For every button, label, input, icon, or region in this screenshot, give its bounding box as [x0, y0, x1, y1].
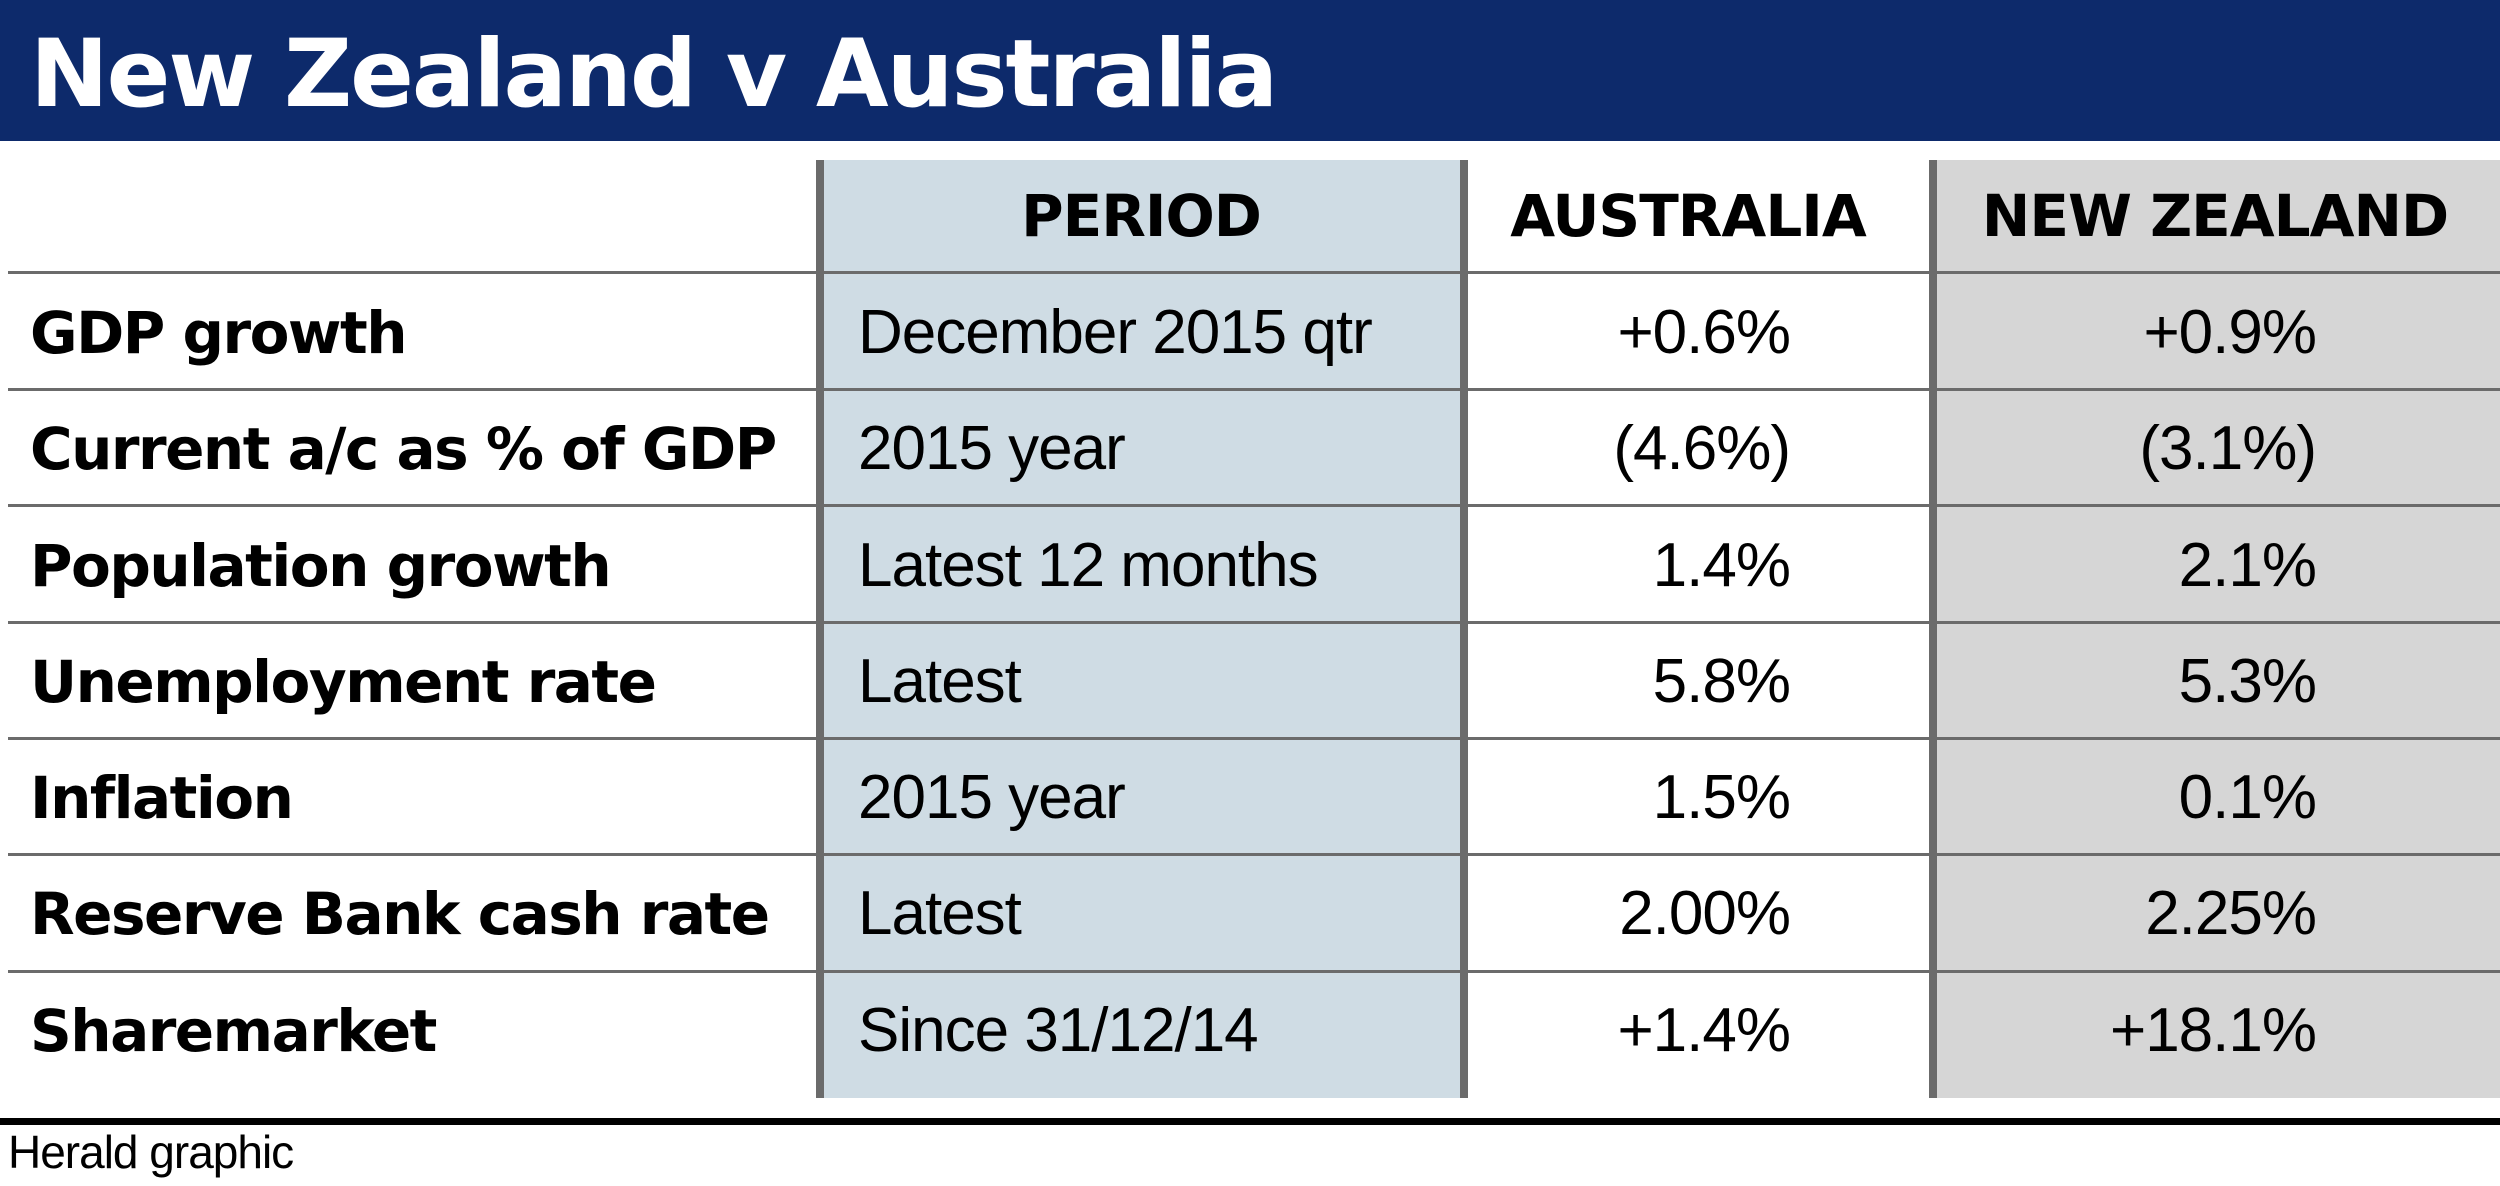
period-cell: 2015 year [858, 763, 1126, 832]
column-divider [1460, 160, 1468, 1098]
row-divider [8, 504, 2500, 507]
indicator-label: Current a/c as % of GDP [30, 415, 777, 483]
table-row: Current a/c as % of GDP 2015 year (4.6%)… [0, 391, 2500, 507]
title-bar: New Zealand v Australia [0, 0, 2500, 141]
new-zealand-value: 2.1% [2178, 531, 2317, 600]
table-row: Sharemarket Since 31/12/14 +1.4% +18.1% [0, 973, 2500, 1089]
table-row: Population growth Latest 12 months 1.4% … [0, 508, 2500, 624]
page-title: New Zealand v Australia [30, 20, 1278, 129]
australia-value: +0.6% [1617, 298, 1791, 367]
period-column-background [818, 160, 1464, 1098]
header-australia: AUSTRALIA [1510, 182, 1867, 250]
bottom-rule [0, 1118, 2500, 1125]
indicator-label: GDP growth [30, 299, 408, 367]
australia-value: +1.4% [1617, 996, 1791, 1065]
period-cell: Since 31/12/14 [858, 996, 1259, 1065]
row-divider [8, 388, 2500, 391]
period-cell: Latest [858, 647, 1022, 716]
australia-value: 2.00% [1619, 879, 1791, 948]
row-divider [8, 970, 2500, 973]
row-divider [8, 271, 2500, 274]
new-zealand-value: 5.3% [2178, 647, 2317, 716]
period-cell: Latest [858, 879, 1022, 948]
period-cell: Latest 12 months [858, 531, 1319, 600]
australia-value: 5.8% [1652, 647, 1791, 716]
header-indicator [0, 160, 818, 272]
indicator-label: Sharemarket [30, 997, 437, 1065]
indicator-label: Inflation [30, 764, 294, 832]
period-cell: December 2015 qtr [858, 298, 1373, 367]
indicator-label: Unemployment rate [30, 648, 657, 716]
row-divider [8, 853, 2500, 856]
new-zealand-value: +18.1% [2109, 996, 2317, 1065]
table-row: Reserve Bank cash rate Latest 2.00% 2.25… [0, 856, 2500, 972]
table-row: Inflation 2015 year 1.5% 0.1% [0, 740, 2500, 856]
new-zealand-value: (3.1%) [2139, 414, 2317, 483]
indicator-label: Population growth [30, 532, 612, 600]
row-divider [8, 621, 2500, 624]
column-divider [1929, 160, 1937, 1098]
column-divider [816, 160, 824, 1098]
header-new-zealand: NEW ZEALAND [1981, 182, 2449, 250]
period-cell: 2015 year [858, 414, 1126, 483]
new-zealand-value: +0.9% [2143, 298, 2317, 367]
header-period: PERIOD [1021, 182, 1262, 250]
row-divider [8, 737, 2500, 740]
table-row: GDP growth December 2015 qtr +0.6% +0.9% [0, 275, 2500, 391]
indicator-label: Reserve Bank cash rate [30, 880, 770, 948]
australia-value: (4.6%) [1613, 414, 1791, 483]
australia-value: 1.5% [1652, 763, 1791, 832]
new-zealand-value: 0.1% [2178, 763, 2317, 832]
source-credit: Herald graphic [8, 1126, 294, 1178]
australia-value: 1.4% [1652, 531, 1791, 600]
table-row: Unemployment rate Latest 5.8% 5.3% [0, 624, 2500, 740]
new-zealand-column-background [1930, 160, 2500, 1098]
new-zealand-value: 2.25% [2145, 879, 2317, 948]
